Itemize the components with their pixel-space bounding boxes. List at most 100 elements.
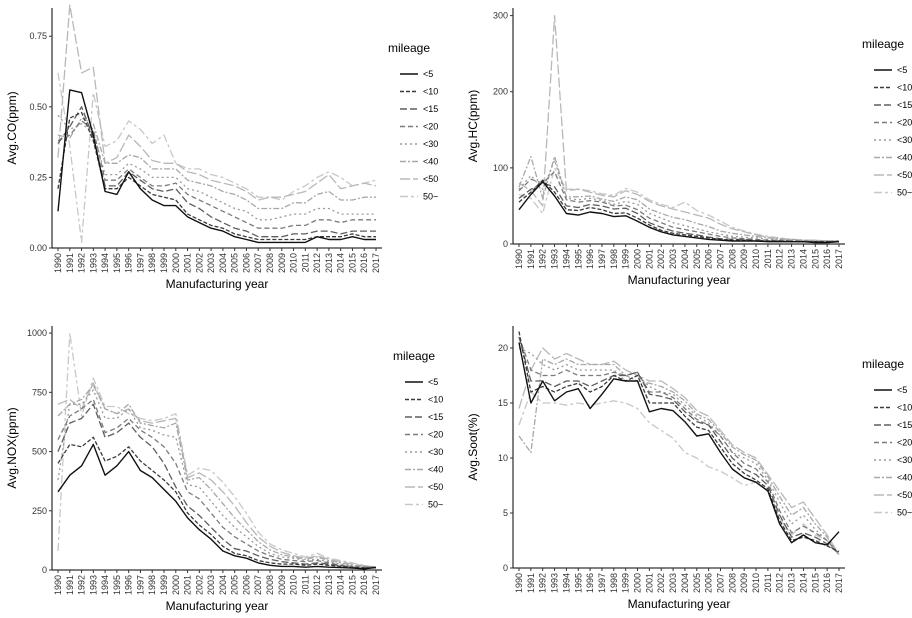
x-tick-label: 2016 [359,253,369,273]
x-tick-label: 1990 [514,249,524,269]
legend-title: mileage [388,41,430,55]
series-line-3 [518,336,840,555]
series-line-4 [57,398,376,568]
y-tick-label: 20 [498,343,508,353]
legend-label-5: <30 [897,135,912,145]
x-tick-label: 2011 [763,249,773,268]
y-tick-label: 0 [42,565,47,575]
y-axis-title: Avg.Soot(%) [466,413,480,480]
x-tick-label: 2017 [371,575,381,595]
series-line-6 [57,117,376,210]
x-tick-label: 1994 [100,575,110,595]
series-line-8 [57,72,377,244]
series-line-4 [57,120,376,229]
x-tick-label: 2006 [241,575,251,595]
series-line-4 [518,336,840,555]
x-tick-label: 2001 [644,249,654,269]
legend-label-4: <20 [897,438,912,448]
x-tick-label: 2000 [633,573,643,593]
x-tick-label: 2007 [253,575,263,595]
x-tick-label: 2015 [810,249,820,269]
x-tick-label: 2009 [739,249,749,269]
x-tick-label: 2008 [265,253,275,273]
series-line-7 [57,4,377,201]
series-line-5 [57,114,376,221]
x-tick-label: 2005 [230,253,240,273]
x-tick-label: 1995 [573,249,583,269]
x-tick-label: 2015 [347,253,357,273]
x-tick-label: 1991 [65,253,75,273]
series-line-5 [518,159,839,242]
y-tick-label: 1000 [27,328,47,338]
x-tick-label: 2006 [704,573,714,593]
series-line-5 [518,347,840,556]
x-tick-label: 1999 [159,253,169,273]
legend-label-7: <50 [897,170,912,180]
x-tick-label: 2013 [787,573,797,593]
legend-label-2: <10 [897,403,912,413]
x-tick-label: 1992 [538,249,548,269]
series-line-2 [57,111,376,241]
x-tick-label: 1992 [77,253,87,273]
x-tick-label: 2011 [763,573,773,592]
x-tick-label: 1995 [112,253,122,273]
legend-title: mileage [862,37,904,51]
legend: mileage <5 <10 <15 <20 <30 <40 <50 50~ [393,349,443,510]
x-tick-label: 2012 [775,573,785,593]
x-tick-label: 2002 [194,253,204,273]
x-tick-label: 2003 [206,253,216,273]
x-tick-label: 1996 [124,253,134,273]
x-tick-label: 2004 [680,573,690,593]
legend: mileage <5 <10 <15 <20 <30 <40 <50 50~ [862,357,912,518]
x-tick-label: 2010 [289,253,299,273]
y-tick-label: 0 [503,239,508,249]
x-tick-label: 2008 [727,249,737,269]
y-tick-label: 0 [503,563,508,573]
y-tick-label: 15 [498,398,508,408]
legend-label-6: <40 [423,157,438,167]
x-tick-label: 2012 [312,575,322,595]
x-tick-label: 1998 [609,249,619,269]
x-tick-label: 1998 [609,573,619,593]
x-tick-label: 2014 [798,249,808,269]
legend-label-6: <40 [897,153,912,163]
x-tick-label: 2001 [183,575,193,595]
x-tick-label: 1997 [597,249,607,269]
x-tick-label: 1996 [585,249,595,269]
x-tick-label: 2002 [656,249,666,269]
legend-label-5: <30 [897,455,912,465]
x-axis-title: Manufacturing year [166,277,269,291]
x-tick-label: 2007 [253,253,263,273]
x-tick-label: 2005 [230,575,240,595]
y-tick-label: 0.25 [29,172,47,182]
legend-label-1: <5 [897,385,907,395]
x-tick-label: 1996 [124,575,134,595]
series-line-1 [57,443,377,570]
x-tick-label: 2004 [218,575,228,595]
x-axis-title: Manufacturing year [628,273,731,287]
x-tick-label: 2003 [668,573,678,593]
x-tick-label: 1990 [53,575,63,595]
x-tick-label: 2001 [644,573,654,593]
x-tick-label: 2005 [692,573,702,593]
y-tick-label: 0.50 [29,102,47,112]
y-tick-label: 0.00 [29,243,47,253]
x-tick-label: 2007 [715,249,725,269]
x-tick-label: 2002 [656,573,666,593]
legend-label-1: <5 [423,69,433,79]
legend-title: mileage [862,357,904,371]
x-tick-label: 2015 [347,575,357,595]
legend-label-8: 50~ [897,508,912,518]
series-line-1 [518,180,840,244]
legend-label-6: <40 [428,465,443,475]
x-axis-title: Manufacturing year [166,599,269,613]
x-tick-label: 1994 [561,249,571,269]
series-line-3 [518,182,839,243]
legend-label-4: <20 [423,122,438,132]
x-tick-label: 1999 [621,573,631,593]
x-tick-label: 1991 [526,249,536,269]
x-tick-label: 2017 [834,573,844,593]
x-tick-label: 2005 [692,249,702,269]
x-tick-label: 2014 [798,573,808,593]
